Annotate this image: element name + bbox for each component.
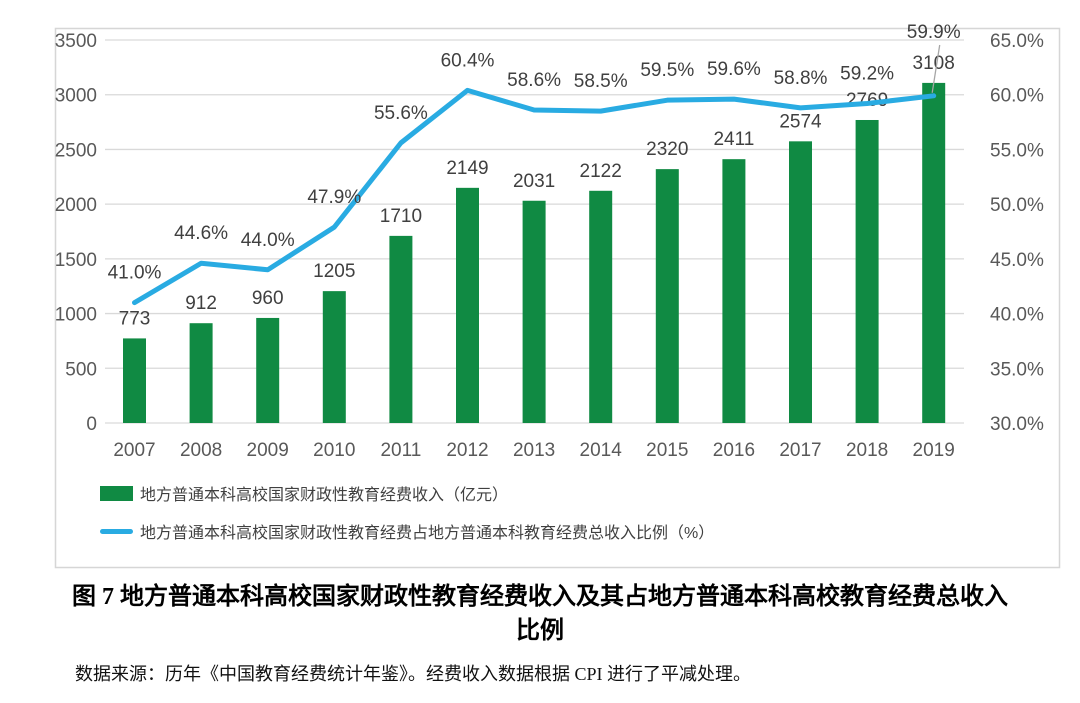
bar-2011 <box>389 235 413 423</box>
right-axis-tick: 45.0% <box>990 250 1044 271</box>
percent-label: 55.6% <box>374 103 428 124</box>
x-axis-tick: 2012 <box>446 440 488 461</box>
right-axis-tick: 55.0% <box>990 140 1044 161</box>
percent-label: 60.4% <box>441 50 495 71</box>
bar-2018 <box>855 119 879 424</box>
bar-2009 <box>256 317 280 423</box>
figure-caption-line1: 图 7 地方普通本科高校国家财政性教育经费收入及其占地方普通本科高校教育经费总收… <box>72 584 1008 610</box>
bar-2010 <box>322 291 346 423</box>
right-axis-tick: 35.0% <box>990 359 1044 380</box>
left-axis-tick: 0 <box>86 414 97 435</box>
bar-2014 <box>589 190 613 423</box>
bar-value-label: 773 <box>119 308 151 329</box>
percent-label: 59.5% <box>640 60 694 81</box>
bar-value-label: 1710 <box>380 206 422 227</box>
percent-label: 58.5% <box>574 71 628 92</box>
figure-caption: 图 7 地方普通本科高校国家财政性教育经费收入及其占地方普通本科高校教育经费总收… <box>0 580 1080 648</box>
left-axis-tick: 2000 <box>55 195 97 216</box>
bar-2008 <box>189 323 213 423</box>
bar-value-label: 2574 <box>779 111 822 132</box>
percent-label: 47.9% <box>307 187 361 208</box>
bar-2007 <box>123 338 146 423</box>
x-axis-tick: 2015 <box>646 440 688 461</box>
legend-label-line-series: 地方普通本科高校国家财政性教育经费占地方普通本科教育经费总收入比例（%） <box>140 525 715 542</box>
percent-label: 41.0% <box>108 263 162 284</box>
x-axis-tick: 2019 <box>913 440 955 461</box>
chart-panel-frame <box>54 27 1061 569</box>
legend-item-line-series: 地方普通本科高校国家财政性教育经费占地方普通本科教育经费总收入比例（%） <box>100 519 714 543</box>
bar-2017 <box>789 141 812 423</box>
bar-value-label: 2149 <box>446 158 488 179</box>
percent-label: 59.6% <box>707 59 761 80</box>
bar-2019 <box>922 82 946 424</box>
bar-series-swatch <box>100 485 133 501</box>
bar-2016 <box>722 159 746 423</box>
x-axis-tick: 2009 <box>247 440 289 461</box>
chart-legend: 地方普通本科高校国家财政性教育经费收入（亿元） 地方普通本科高校国家财政性教育经… <box>100 481 714 543</box>
x-axis-tick: 2007 <box>113 440 155 461</box>
x-axis-tick: 2011 <box>380 440 421 461</box>
percent-label: 58.6% <box>507 70 561 91</box>
left-axis-tick: 2500 <box>55 140 97 161</box>
left-axis-tick: 1500 <box>55 250 97 271</box>
left-axis-tick: 3500 <box>55 31 97 52</box>
data-source-note: 数据来源：历年《中国教育经费统计年鉴》。经费收入数据根据 CPI 进行了平减处理… <box>75 664 752 684</box>
bar-2012 <box>456 187 479 423</box>
percent-label: 44.6% <box>174 223 228 244</box>
bar-value-label: 3108 <box>913 53 955 74</box>
x-axis-tick: 2016 <box>713 440 755 461</box>
bar-value-label: 1205 <box>313 261 355 282</box>
legend-item-bar-series: 地方普通本科高校国家财政性教育经费收入（亿元） <box>100 481 714 505</box>
percent-label: 44.0% <box>241 230 295 251</box>
label-leader-line <box>931 44 941 93</box>
right-axis-tick: 50.0% <box>990 195 1044 216</box>
bar-2015 <box>655 169 679 423</box>
left-axis-tick: 3000 <box>55 86 97 107</box>
bar-value-label: 960 <box>252 288 284 309</box>
bar-value-label: 2122 <box>580 161 622 182</box>
percent-label: 59.9% <box>907 22 961 43</box>
figure-caption-line2: 比例 <box>516 618 564 644</box>
x-axis-tick: 2018 <box>846 440 888 461</box>
left-axis-tick: 500 <box>65 359 97 380</box>
bar-2013 <box>522 200 546 423</box>
bar-value-label: 2320 <box>646 139 688 160</box>
percent-label: 58.8% <box>774 68 828 89</box>
percent-label: 59.2% <box>840 63 894 84</box>
right-axis-tick: 60.0% <box>990 86 1044 107</box>
line-series-swatch <box>100 528 133 534</box>
bar-value-label: 2031 <box>513 171 555 192</box>
bar-value-label: 2411 <box>713 129 754 150</box>
x-axis-tick: 2013 <box>513 440 555 461</box>
x-axis-tick: 2010 <box>313 440 355 461</box>
right-axis-tick: 65.0% <box>990 31 1044 52</box>
bar-value-label: 912 <box>185 293 217 314</box>
x-axis-tick: 2008 <box>180 440 222 461</box>
legend-label-bar-series: 地方普通本科高校国家财政性教育经费收入（亿元） <box>140 487 509 504</box>
x-axis-tick: 2017 <box>779 440 821 461</box>
left-axis-tick: 1000 <box>55 305 97 326</box>
x-axis-tick: 2014 <box>580 440 623 461</box>
right-axis-tick: 30.0% <box>990 414 1044 435</box>
combo-chart: 3500 65.0% 3000 60.0% 2500 55.0% 2000 50.0% 1500… <box>54 22 1061 569</box>
right-axis-tick: 40.0% <box>990 305 1044 326</box>
percent-line <box>132 87 937 306</box>
